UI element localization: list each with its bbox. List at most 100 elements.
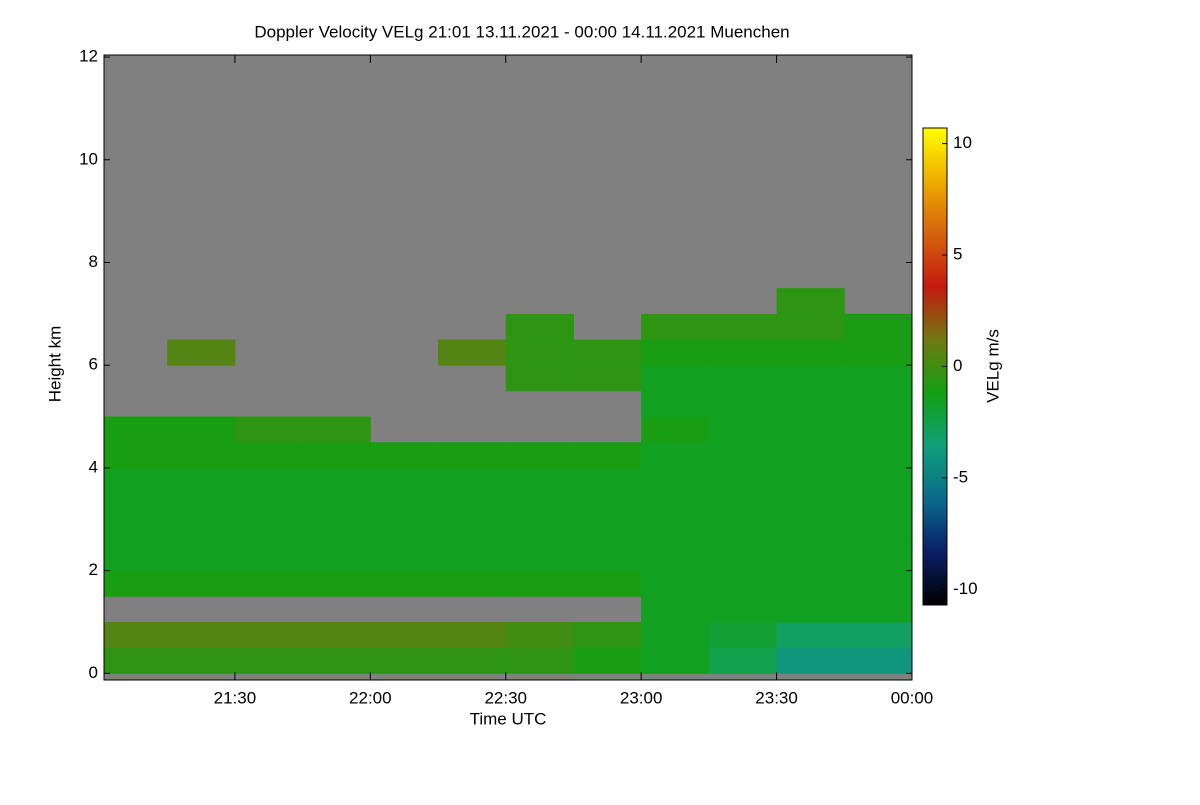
heatmap-cell — [370, 493, 439, 520]
heatmap-cell — [302, 467, 371, 495]
heatmap-cell — [438, 647, 507, 674]
y-tick-label: 8 — [89, 252, 98, 271]
heatmap-cell — [641, 339, 710, 366]
heatmap-cell — [573, 365, 642, 392]
heatmap-cell — [844, 339, 913, 366]
heatmap-cell — [505, 647, 574, 674]
heatmap-cell — [776, 570, 845, 597]
heatmap-cell — [438, 519, 507, 546]
heatmap-cell — [370, 570, 439, 597]
heatmap-cell — [573, 467, 642, 495]
heatmap-cell — [167, 647, 236, 674]
heatmap-cell — [844, 365, 913, 392]
heatmap-cell — [234, 621, 304, 649]
heatmap-cell — [708, 647, 778, 674]
heatmap-cell — [167, 416, 236, 443]
y-tick-label: 6 — [89, 355, 98, 374]
heatmap-cell — [776, 313, 845, 341]
heatmap-cell — [370, 544, 439, 572]
heatmap-cell — [104, 544, 168, 572]
heatmap-cell — [844, 493, 913, 520]
heatmap-cell — [438, 570, 507, 597]
heatmap-cell — [641, 519, 710, 546]
heatmap-cell — [167, 570, 236, 597]
heatmap-cell — [708, 339, 778, 366]
heatmap-cell — [844, 416, 913, 443]
heatmap-cell — [370, 467, 439, 495]
heatmap-cell — [302, 416, 371, 443]
heatmap-cell — [844, 442, 913, 469]
colorbar-tick-label: 0 — [953, 356, 962, 375]
heatmap-cell — [641, 416, 710, 443]
heatmap-cell — [776, 365, 845, 392]
heatmap-cell — [708, 416, 778, 443]
heatmap-cell — [505, 339, 574, 366]
heatmap-cell — [844, 519, 913, 546]
y-tick-label: 4 — [89, 457, 98, 476]
heatmap-cell — [302, 647, 371, 674]
heatmap-cell — [641, 621, 710, 649]
heatmap-cell — [167, 339, 236, 366]
heatmap-cell — [302, 621, 371, 649]
x-axis-label: Time UTC — [470, 709, 547, 728]
heatmap-cell — [844, 313, 913, 341]
heatmap-cell — [104, 621, 168, 649]
colorbar-label: VELg m/s — [983, 329, 1002, 403]
heatmap-cell — [370, 442, 439, 469]
heatmap-cell — [167, 519, 236, 546]
heatmap-cell — [776, 390, 845, 418]
heatmap-cell — [708, 390, 778, 418]
heatmap-cell — [505, 467, 574, 495]
heatmap-cell — [438, 621, 507, 649]
heatmap-cell — [641, 365, 710, 392]
x-tick-label: 00:00 — [891, 688, 934, 707]
heatmap-cell — [438, 467, 507, 495]
heatmap-cell — [844, 544, 913, 572]
heatmap-cell — [234, 570, 304, 597]
heatmap-cell — [438, 442, 507, 469]
heatmap-cell — [505, 544, 574, 572]
heatmap-cell — [370, 519, 439, 546]
heatmap-cell — [844, 596, 913, 623]
plot-frame — [103, 54, 913, 681]
heatmap-cell — [708, 596, 778, 623]
heatmap-cell — [438, 544, 507, 572]
heatmap-cell — [573, 647, 642, 674]
heatmap-cell — [370, 647, 439, 674]
heatmap-cell — [438, 493, 507, 520]
heatmap-cell — [104, 493, 168, 520]
heatmap-cell — [505, 621, 574, 649]
heatmap-cell — [234, 493, 304, 520]
x-tick-label: 22:30 — [484, 688, 527, 707]
heatmap-cell — [505, 493, 574, 520]
heatmap-cell — [104, 519, 168, 546]
heatmap-cell — [776, 621, 845, 649]
heatmap-cell — [573, 442, 642, 469]
x-tick-label: 21:30 — [214, 688, 257, 707]
heatmap-cell — [776, 596, 845, 623]
heatmap-cell — [641, 467, 710, 495]
heatmap-cell — [167, 493, 236, 520]
heatmap-cell — [234, 519, 304, 546]
heatmap-cell — [302, 519, 371, 546]
heatmap-cell — [844, 647, 913, 674]
y-tick-label: 12 — [79, 47, 98, 66]
heatmap-cell — [708, 621, 778, 649]
heatmap-cell — [844, 621, 913, 649]
heatmap-cell — [234, 416, 304, 443]
heatmap-cell — [370, 621, 439, 649]
y-tick-label: 2 — [89, 560, 98, 579]
heatmap-cell — [708, 313, 778, 341]
heatmap-cell — [641, 313, 710, 341]
heatmap-cell — [573, 339, 642, 366]
heatmap-cell — [641, 493, 710, 520]
heatmap-cell — [104, 467, 168, 495]
heatmap-cell — [302, 493, 371, 520]
heatmap-cell — [641, 570, 710, 597]
heatmap-cell — [167, 442, 236, 469]
heatmap-cell — [234, 647, 304, 674]
heatmap-cell — [104, 442, 168, 469]
heatmap-cell — [641, 390, 710, 418]
heatmap-cell — [844, 570, 913, 597]
